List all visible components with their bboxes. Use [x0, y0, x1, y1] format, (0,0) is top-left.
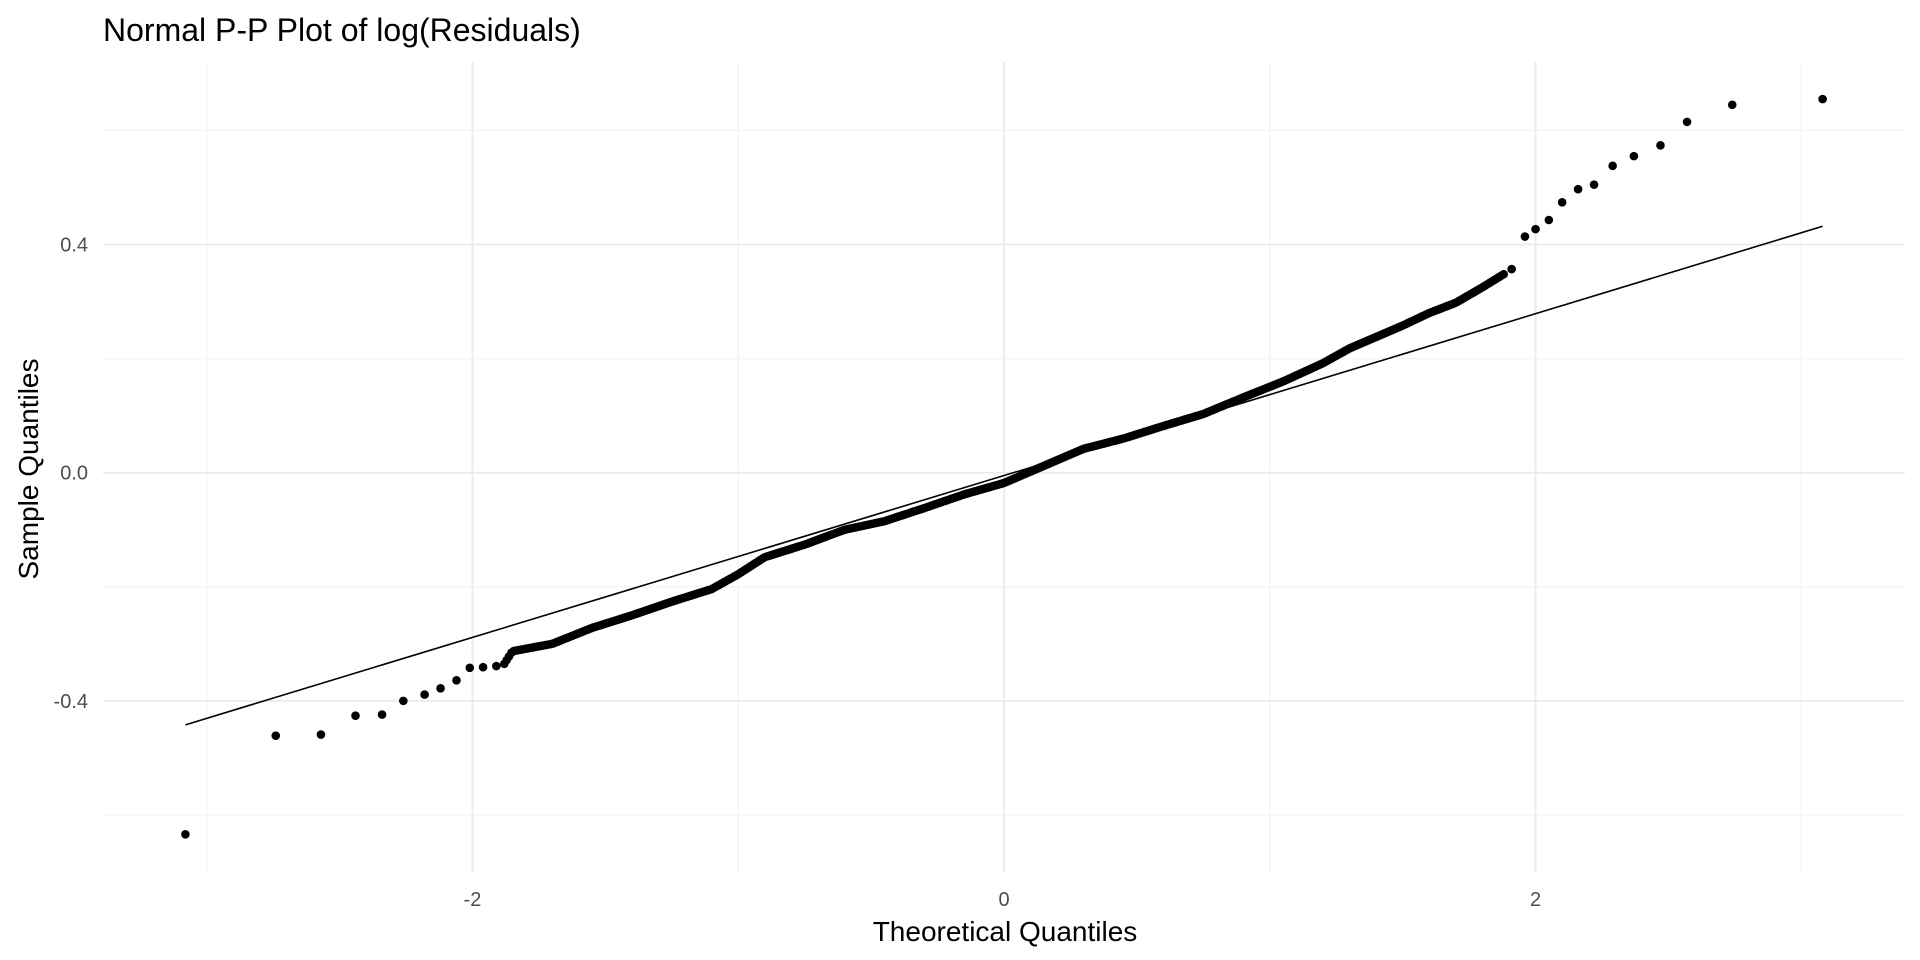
y-axis-label: Sample Quantiles [13, 358, 44, 579]
chart-title: Normal P-P Plot of log(Residuals) [103, 12, 581, 48]
data-point [1499, 269, 1508, 279]
data-point [377, 710, 387, 719]
data-point [1507, 264, 1516, 274]
data-point [1589, 180, 1599, 189]
data-point [1557, 198, 1567, 207]
x-tick-label: 2 [1530, 889, 1541, 911]
data-point [1520, 232, 1530, 241]
data-point [1573, 184, 1583, 194]
data-point [1544, 215, 1554, 225]
data-point [181, 830, 190, 839]
data-point [399, 696, 408, 706]
reference-line-layer [185, 225, 1823, 726]
data-point [465, 663, 475, 673]
data-point [1608, 161, 1617, 171]
data-point [1531, 224, 1540, 234]
data-point [1727, 100, 1737, 110]
y-tick-label: 0.4 [60, 235, 88, 257]
data-point [1656, 140, 1665, 150]
data-point [271, 731, 281, 740]
x-axis-label: Theoretical Quantiles [873, 916, 1138, 947]
data-point [452, 676, 461, 685]
data-point [492, 661, 501, 671]
x-tick-label: 0 [998, 889, 1009, 911]
y-tick-label: -0.4 [54, 691, 88, 713]
x-tick-label: -2 [464, 889, 482, 911]
y-tick-label: 0.0 [60, 463, 88, 485]
tick-labels-layer: -2 0 2 -0.4 0.0 0.4 [54, 235, 1542, 911]
data-point [478, 662, 488, 672]
points-layer [181, 94, 1827, 839]
data-point [316, 730, 326, 739]
reference-line [185, 225, 1823, 726]
grid-layer [103, 62, 1905, 872]
data-point [436, 684, 445, 693]
data-point [420, 690, 429, 699]
data-point [1818, 94, 1827, 104]
data-point [1629, 151, 1639, 161]
data-point [351, 711, 360, 721]
data-point [1682, 117, 1692, 127]
